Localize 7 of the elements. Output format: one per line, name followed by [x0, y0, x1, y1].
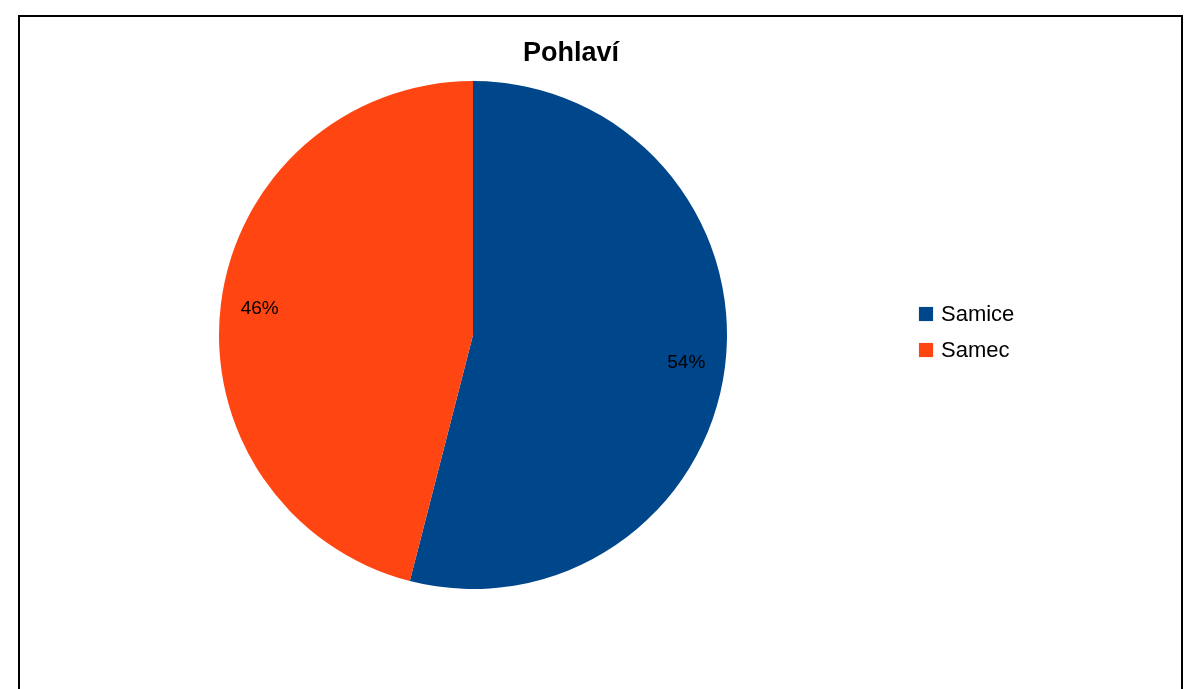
data-label: 46% — [240, 297, 279, 319]
chart-title: Pohlaví — [522, 37, 621, 67]
pie-slice — [219, 81, 473, 582]
pie-slice — [409, 81, 727, 589]
data-label: 54% — [667, 350, 706, 372]
legend-label: Samec — [941, 337, 1010, 362]
legend-label: Samice — [941, 301, 1015, 326]
